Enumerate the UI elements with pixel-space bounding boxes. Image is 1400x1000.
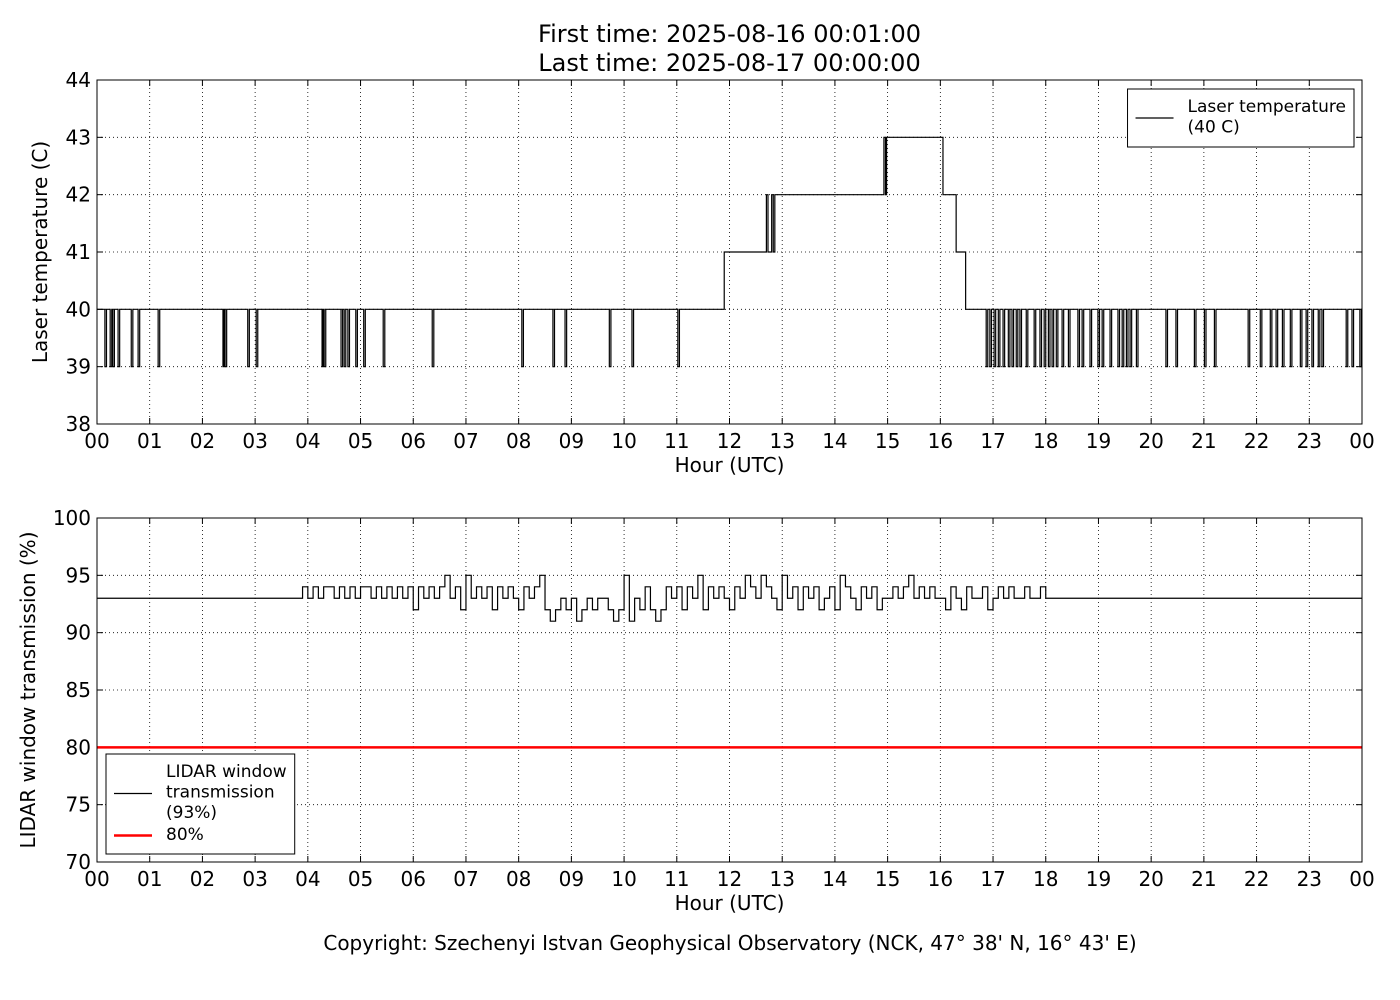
x-axis-label: Hour (UTC) bbox=[675, 891, 785, 915]
y-axis-label: Laser temperature (C) bbox=[28, 141, 52, 363]
x-tick-label: 03 bbox=[242, 867, 267, 891]
x-tick-label: 01 bbox=[137, 867, 162, 891]
y-tick-label: 39 bbox=[66, 355, 91, 379]
x-tick-label: 06 bbox=[401, 429, 426, 453]
x-tick-label: 12 bbox=[717, 429, 742, 453]
x-tick-label: 07 bbox=[453, 867, 478, 891]
x-tick-label: 18 bbox=[1033, 429, 1058, 453]
legend-label: LIDAR window transmission (93%) bbox=[166, 762, 287, 823]
y-tick-label: 44 bbox=[66, 68, 91, 92]
x-tick-label: 16 bbox=[928, 429, 953, 453]
x-tick-label: 04 bbox=[295, 429, 320, 453]
x-tick-label: 11 bbox=[664, 429, 689, 453]
x-tick-label: 19 bbox=[1086, 867, 1111, 891]
y-axis-label: LIDAR window transmission (%) bbox=[16, 532, 40, 849]
x-tick-label: 05 bbox=[348, 867, 373, 891]
x-tick-label: 16 bbox=[928, 867, 953, 891]
x-tick-label: 20 bbox=[1138, 429, 1163, 453]
x-tick-label: 01 bbox=[137, 429, 162, 453]
x-tick-label: 21 bbox=[1191, 867, 1216, 891]
plot-frame bbox=[96, 517, 1363, 863]
x-tick-label: 00 bbox=[84, 429, 109, 453]
legend: LIDAR window transmission (93%)80% bbox=[105, 753, 296, 855]
x-tick-label: 15 bbox=[875, 429, 900, 453]
x-tick-label: 03 bbox=[242, 429, 267, 453]
x-axis-label: Hour (UTC) bbox=[675, 453, 785, 477]
y-tick-label: 80 bbox=[66, 735, 91, 759]
y-tick-label: 95 bbox=[66, 563, 91, 587]
x-tick-label: 04 bbox=[295, 867, 320, 891]
x-tick-label: 22 bbox=[1244, 867, 1269, 891]
x-tick-label: 22 bbox=[1244, 429, 1269, 453]
x-tick-label: 00 bbox=[1349, 867, 1374, 891]
data-line bbox=[97, 574, 1362, 622]
data-line bbox=[97, 136, 1362, 368]
x-tick-label: 08 bbox=[506, 429, 531, 453]
y-tick-label: 70 bbox=[66, 850, 91, 874]
legend-label: Laser temperature (40 C) bbox=[1188, 97, 1346, 137]
x-tick-label: 09 bbox=[559, 867, 584, 891]
legend: Laser temperature (40 C) bbox=[1127, 88, 1355, 148]
x-tick-label: 23 bbox=[1297, 429, 1322, 453]
footer: Copyright: Szechenyi Istvan Geophysical … bbox=[323, 931, 1136, 955]
x-tick-label: 10 bbox=[611, 867, 636, 891]
x-tick-label: 00 bbox=[1349, 429, 1374, 453]
x-tick-label: 02 bbox=[190, 867, 215, 891]
x-tick-label: 14 bbox=[822, 429, 847, 453]
y-tick-label: 43 bbox=[66, 125, 91, 149]
x-tick-label: 23 bbox=[1297, 867, 1322, 891]
x-tick-label: 18 bbox=[1033, 867, 1058, 891]
legend-box bbox=[105, 753, 296, 855]
y-tick-label: 100 bbox=[53, 506, 91, 530]
y-tick-label: 42 bbox=[66, 183, 91, 207]
x-tick-label: 13 bbox=[769, 429, 794, 453]
x-tick-label: 06 bbox=[401, 867, 426, 891]
x-tick-label: 17 bbox=[980, 429, 1005, 453]
x-tick-label: 05 bbox=[348, 429, 373, 453]
x-tick-label: 11 bbox=[664, 867, 689, 891]
x-tick-label: 12 bbox=[717, 867, 742, 891]
y-tick-label: 90 bbox=[66, 621, 91, 645]
x-tick-label: 07 bbox=[453, 429, 478, 453]
x-tick-label: 17 bbox=[980, 867, 1005, 891]
y-tick-label: 75 bbox=[66, 793, 91, 817]
x-tick-label: 02 bbox=[190, 429, 215, 453]
x-tick-label: 21 bbox=[1191, 429, 1216, 453]
x-tick-label: 10 bbox=[611, 429, 636, 453]
x-tick-label: 20 bbox=[1138, 867, 1163, 891]
x-tick-label: 15 bbox=[875, 867, 900, 891]
legend-label: 80% bbox=[166, 825, 204, 845]
plot-frame bbox=[96, 79, 1363, 425]
x-tick-label: 08 bbox=[506, 867, 531, 891]
y-tick-label: 41 bbox=[66, 240, 91, 264]
y-tick-label: 40 bbox=[66, 297, 91, 321]
y-tick-label: 38 bbox=[66, 412, 91, 436]
y-tick-label: 85 bbox=[66, 678, 91, 702]
x-tick-label: 14 bbox=[822, 867, 847, 891]
x-tick-label: 09 bbox=[559, 429, 584, 453]
x-tick-label: 00 bbox=[84, 867, 109, 891]
x-tick-label: 13 bbox=[769, 867, 794, 891]
x-tick-label: 19 bbox=[1086, 429, 1111, 453]
chart-title: First time: 2025-08-16 00:01:00 Last time… bbox=[538, 20, 921, 77]
